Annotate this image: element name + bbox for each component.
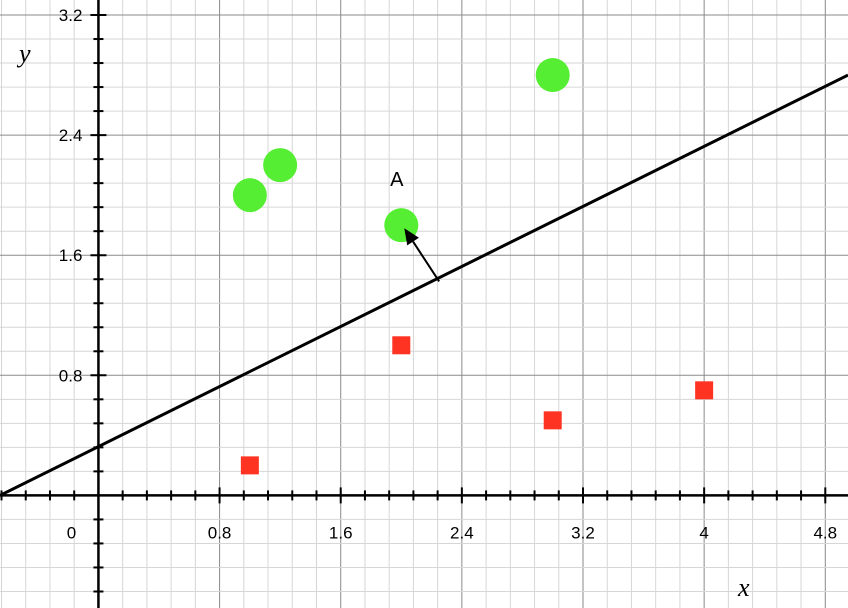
y-tick-label: 0.8 bbox=[59, 366, 83, 385]
separator-line-group bbox=[0, 73, 848, 497]
x-axis-title: x bbox=[737, 573, 750, 602]
green-circle-point bbox=[535, 58, 570, 93]
y-tick-label: 3.2 bbox=[59, 6, 83, 25]
red-square-point bbox=[695, 381, 714, 400]
x-tick-label: 4.8 bbox=[813, 523, 837, 542]
y-tick-label: 1.6 bbox=[59, 246, 83, 265]
y-tick-label: 2.4 bbox=[59, 126, 83, 145]
x-tick-label: 2.4 bbox=[450, 523, 474, 542]
green-circle-point bbox=[232, 178, 267, 213]
green-circle-point bbox=[263, 148, 298, 183]
separator-line bbox=[0, 73, 848, 497]
x-tick-label: 1.6 bbox=[329, 523, 353, 542]
data-points bbox=[232, 58, 714, 475]
normal-arrow-head bbox=[404, 228, 419, 246]
normal-arrow-shaft bbox=[412, 241, 440, 283]
y-axis-title: y bbox=[16, 39, 31, 68]
red-square-point bbox=[543, 411, 562, 430]
tick-labels: 0.8 1.6 2.4 3.2 4 4.8 0.8 1.6 2.4 3.2 0 x y A bbox=[16, 6, 837, 602]
origin-label: 0 bbox=[67, 523, 76, 542]
point-annotation-label: A bbox=[390, 169, 404, 191]
x-tick-label: 4 bbox=[699, 523, 708, 542]
red-square-point bbox=[392, 336, 411, 355]
x-tick-label: 0.8 bbox=[208, 523, 232, 542]
x-tick-label: 3.2 bbox=[571, 523, 595, 542]
red-square-point bbox=[240, 456, 259, 475]
